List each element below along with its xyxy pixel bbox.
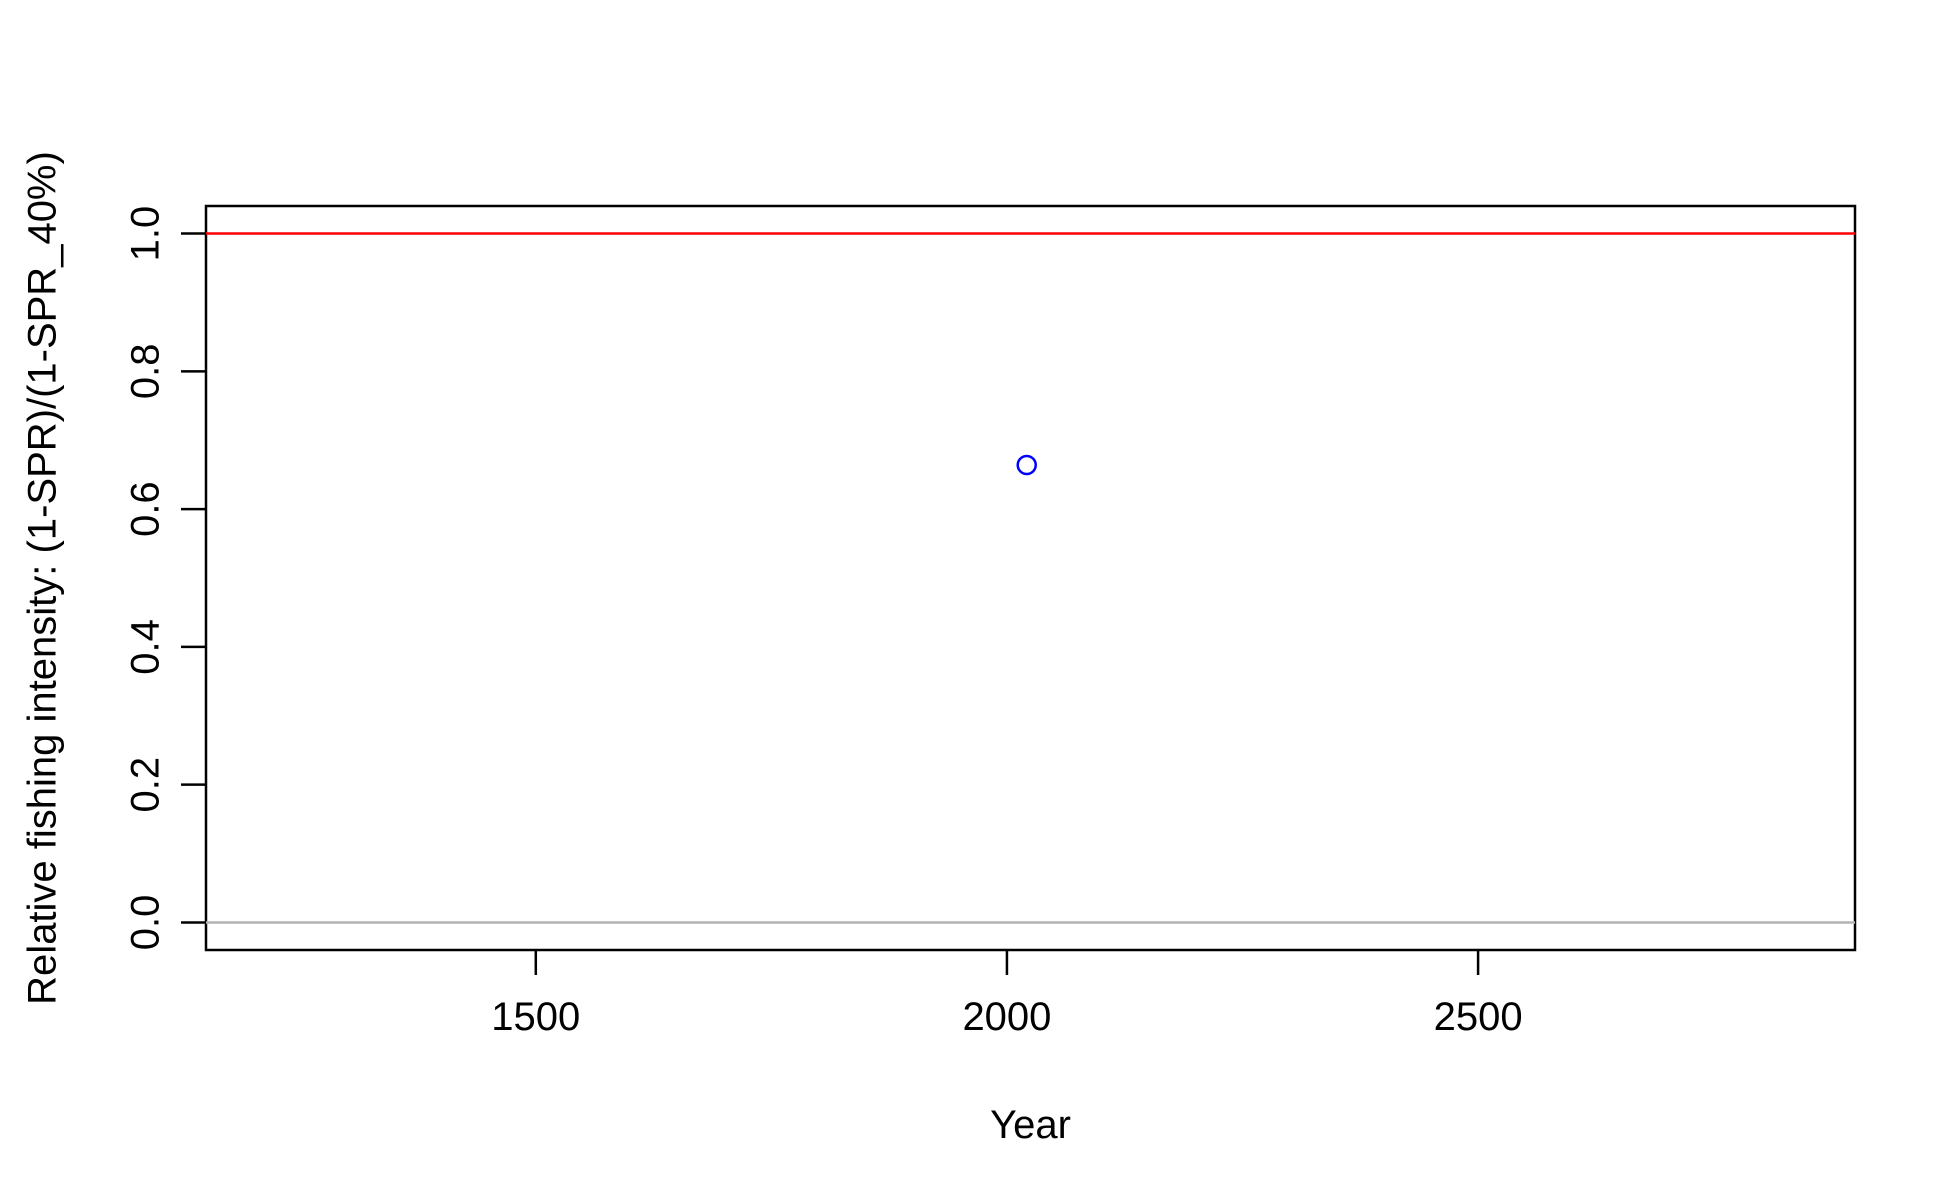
y-tick-label-0: 0.0	[124, 895, 168, 951]
x-axis: 1500 2000 2500	[491, 950, 1523, 1039]
y-tick-label-4: 0.8	[124, 344, 168, 400]
y-tick-label-5: 1.0	[124, 206, 168, 262]
y-tick-label-1: 0.2	[124, 757, 168, 813]
plot-frame	[204, 204, 1857, 952]
data-points	[1016, 454, 1037, 476]
y-tick-label-3: 0.6	[124, 481, 168, 537]
y-axis: 0.0 0.2 0.4 0.6 0.8 1.0	[124, 206, 206, 950]
x-tick-label-0: 1500	[491, 995, 580, 1039]
y-axis-title: Relative fishing intensity: (1-SPR)/(1-S…	[21, 151, 65, 1005]
data-point-0	[1016, 454, 1037, 476]
reference-lines	[206, 232, 1855, 924]
x-tick-label-1: 2000	[962, 995, 1051, 1039]
x-tick-label-2: 2500	[1434, 995, 1523, 1039]
y-tick-label-2: 0.4	[124, 619, 168, 675]
x-axis-title: Year	[990, 1103, 1071, 1147]
